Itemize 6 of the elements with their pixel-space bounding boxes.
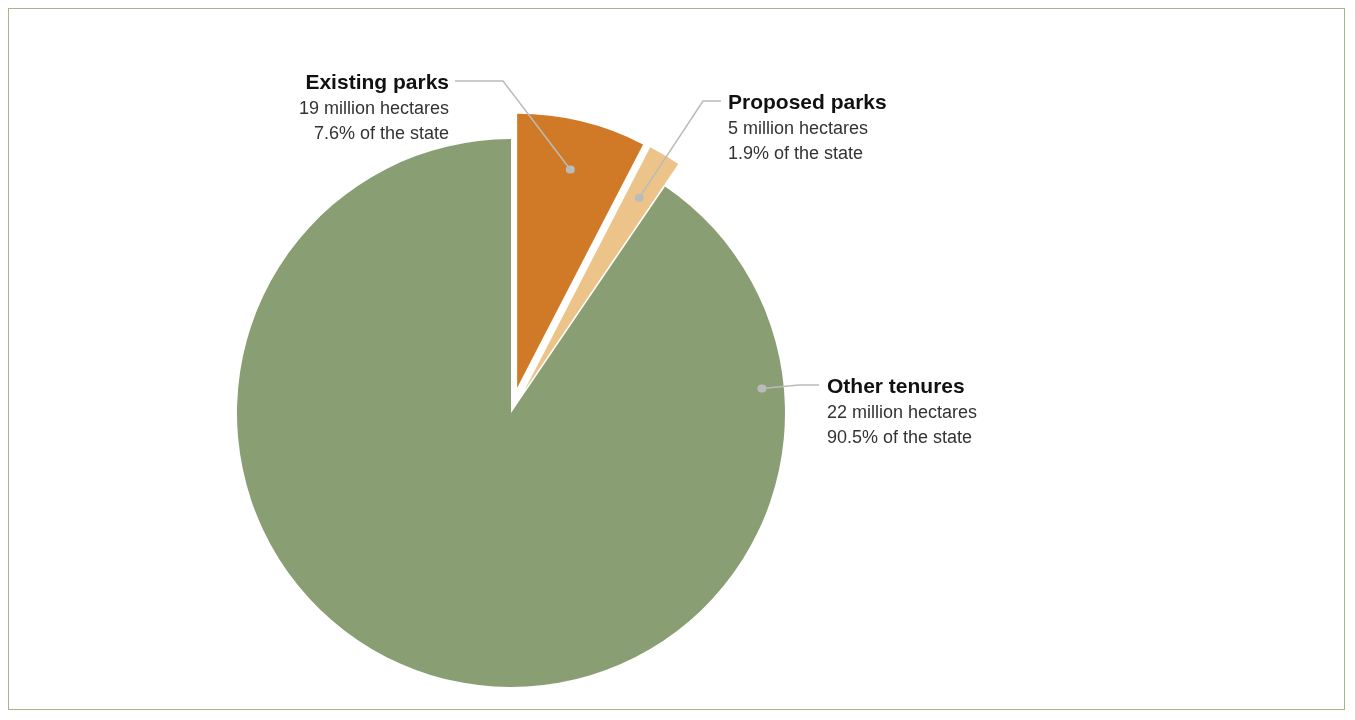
slice-label: Other tenures bbox=[827, 373, 965, 397]
data-label: 19 million hectares 7.6% of the state bbox=[298, 97, 449, 143]
data-label: 22 million hectares 90.5% of the state bbox=[827, 401, 978, 447]
data-label: 5 million hectares 1.9% of the state bbox=[728, 117, 869, 163]
slice-label: Proposed parks bbox=[728, 89, 887, 113]
slice-label: Existing parks bbox=[305, 69, 449, 93]
